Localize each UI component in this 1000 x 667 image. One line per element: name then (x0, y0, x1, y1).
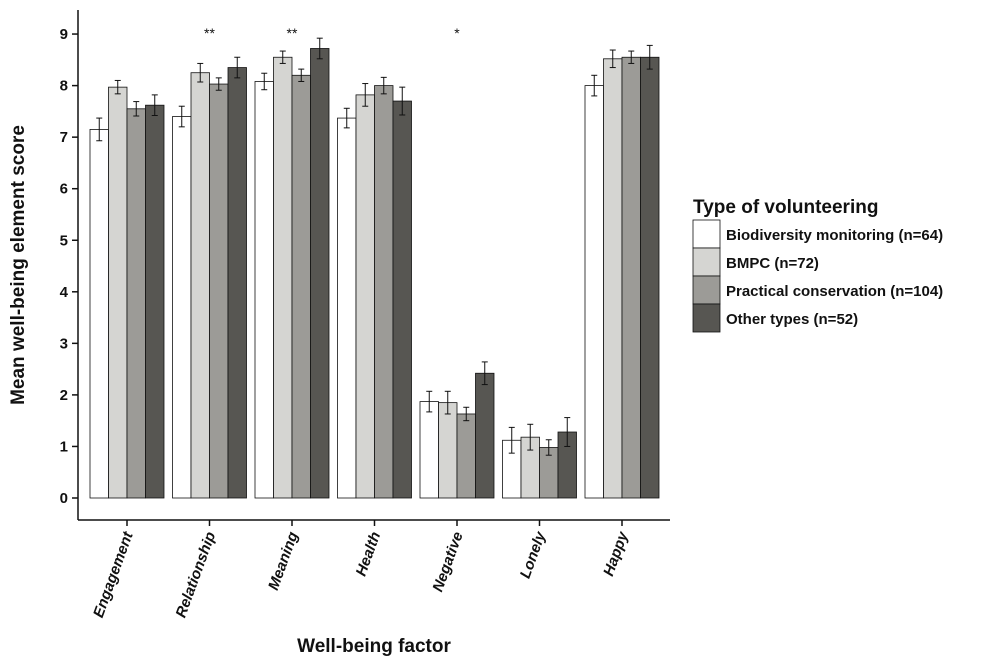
bar-meaning-3 (291, 74, 311, 499)
bar-health-1 (337, 117, 357, 499)
bar-happy-4 (640, 56, 660, 499)
x-axis-title: Well-being factor (297, 636, 451, 657)
bar-engagement-2 (108, 86, 128, 499)
x-tick-label-lonely: Lonely (517, 529, 550, 581)
y-tick-label: 1 (60, 438, 68, 455)
bar-negative-3 (456, 413, 476, 499)
y-tick-label: 7 (60, 129, 68, 146)
error-bar (261, 72, 268, 91)
x-tick-label-happy: Happy (600, 529, 632, 579)
y-tick-label: 2 (60, 387, 68, 404)
legend-items: Biodiversity monitoring (n=64) BMPC (n=72… (692, 219, 943, 333)
significance-marks-layer: ** ** * (204, 25, 460, 41)
error-bar (316, 37, 323, 60)
y-axis-title: Mean well-being element score (8, 125, 29, 405)
legend-swatch (692, 247, 721, 277)
bar-happy-2 (603, 58, 623, 499)
error-bar (197, 62, 204, 83)
bar-negative-4 (475, 372, 495, 499)
x-tick-label-engagement: Engagement (90, 529, 137, 620)
bar-happy-1 (584, 85, 604, 499)
bar-engagement-1 (89, 129, 109, 499)
y-tick-label: 4 (60, 284, 69, 301)
error-bar (508, 426, 515, 454)
y-tick-label: 8 (60, 78, 68, 95)
bar-negative-2 (438, 402, 458, 499)
legend-label: BMPC (n=72) (726, 255, 819, 272)
error-bar (463, 406, 470, 422)
legend-swatch (692, 219, 721, 249)
legend-title: Type of volunteering (693, 197, 878, 218)
error-bar (628, 50, 635, 64)
significance-mark: ** (204, 25, 215, 41)
error-bar (444, 390, 451, 415)
y-axis-ticks: 0 1 2 3 4 5 6 7 8 9 (60, 26, 78, 507)
error-bar (399, 86, 406, 116)
legend-label: Other types (n=52) (726, 311, 858, 328)
error-bar (279, 50, 286, 64)
bar-health-2 (355, 94, 375, 499)
error-bar (151, 94, 158, 116)
bar-negative-1 (419, 401, 439, 499)
y-tick-label: 3 (60, 335, 68, 352)
x-tick-label-health: Health (353, 530, 385, 579)
error-bar (591, 74, 598, 97)
bar-meaning-4 (310, 48, 330, 499)
error-bar (564, 417, 571, 447)
legend-label: Practical conservation (n=104) (726, 283, 943, 300)
error-bar (215, 77, 222, 91)
error-bar (96, 117, 103, 142)
bar-relationship-1 (172, 116, 192, 499)
error-bar (609, 49, 616, 69)
y-tick-label: 0 (60, 490, 68, 507)
bar-relationship-4 (227, 67, 247, 499)
error-bars-layer (96, 37, 653, 456)
y-tick-label: 6 (60, 181, 68, 198)
error-bar (114, 79, 121, 95)
legend-item: Other types (n=52) (692, 303, 858, 333)
significance-mark: ** (287, 25, 298, 41)
y-tick-label: 5 (60, 232, 68, 249)
bar-meaning-2 (273, 56, 293, 499)
error-bar (646, 44, 653, 70)
error-bar (426, 390, 433, 413)
error-bar (298, 68, 305, 82)
legend-swatch (692, 303, 721, 333)
legend-swatch (692, 275, 721, 305)
bar-engagement-3 (126, 108, 146, 499)
error-bar (545, 439, 552, 456)
x-tick-label-relationship: Relationship (172, 530, 219, 620)
error-bar (343, 107, 350, 129)
bar-meaning-1 (254, 81, 274, 499)
legend: Type of volunteering Biodiversity monito… (692, 197, 943, 333)
bar-health-3 (374, 85, 394, 499)
bar-relationship-2 (190, 72, 210, 499)
legend-item: Practical conservation (n=104) (692, 275, 943, 305)
bar-relationship-3 (209, 83, 229, 499)
error-bar (481, 361, 488, 386)
legend-item: Biodiversity monitoring (n=64) (692, 219, 943, 249)
x-tick-label-meaning: Meaning (265, 530, 302, 593)
error-bar (234, 56, 241, 79)
error-bar (527, 423, 534, 451)
significance-mark: * (454, 25, 460, 41)
error-bar (133, 101, 140, 117)
x-tick-label-negative: Negative (429, 530, 466, 595)
bars-layer (89, 48, 660, 499)
bar-engagement-4 (145, 104, 165, 499)
bar-health-4 (392, 100, 412, 499)
error-bar (362, 83, 369, 107)
error-bar (178, 105, 185, 128)
error-bar (380, 76, 387, 95)
legend-item: BMPC (n=72) (692, 247, 819, 277)
x-axis-ticks: Engagement Relationship Meaning Health Negat… (90, 520, 632, 620)
bar-happy-3 (621, 56, 641, 499)
y-tick-label: 9 (60, 26, 68, 43)
legend-label: Biodiversity monitoring (n=64) (726, 227, 943, 244)
